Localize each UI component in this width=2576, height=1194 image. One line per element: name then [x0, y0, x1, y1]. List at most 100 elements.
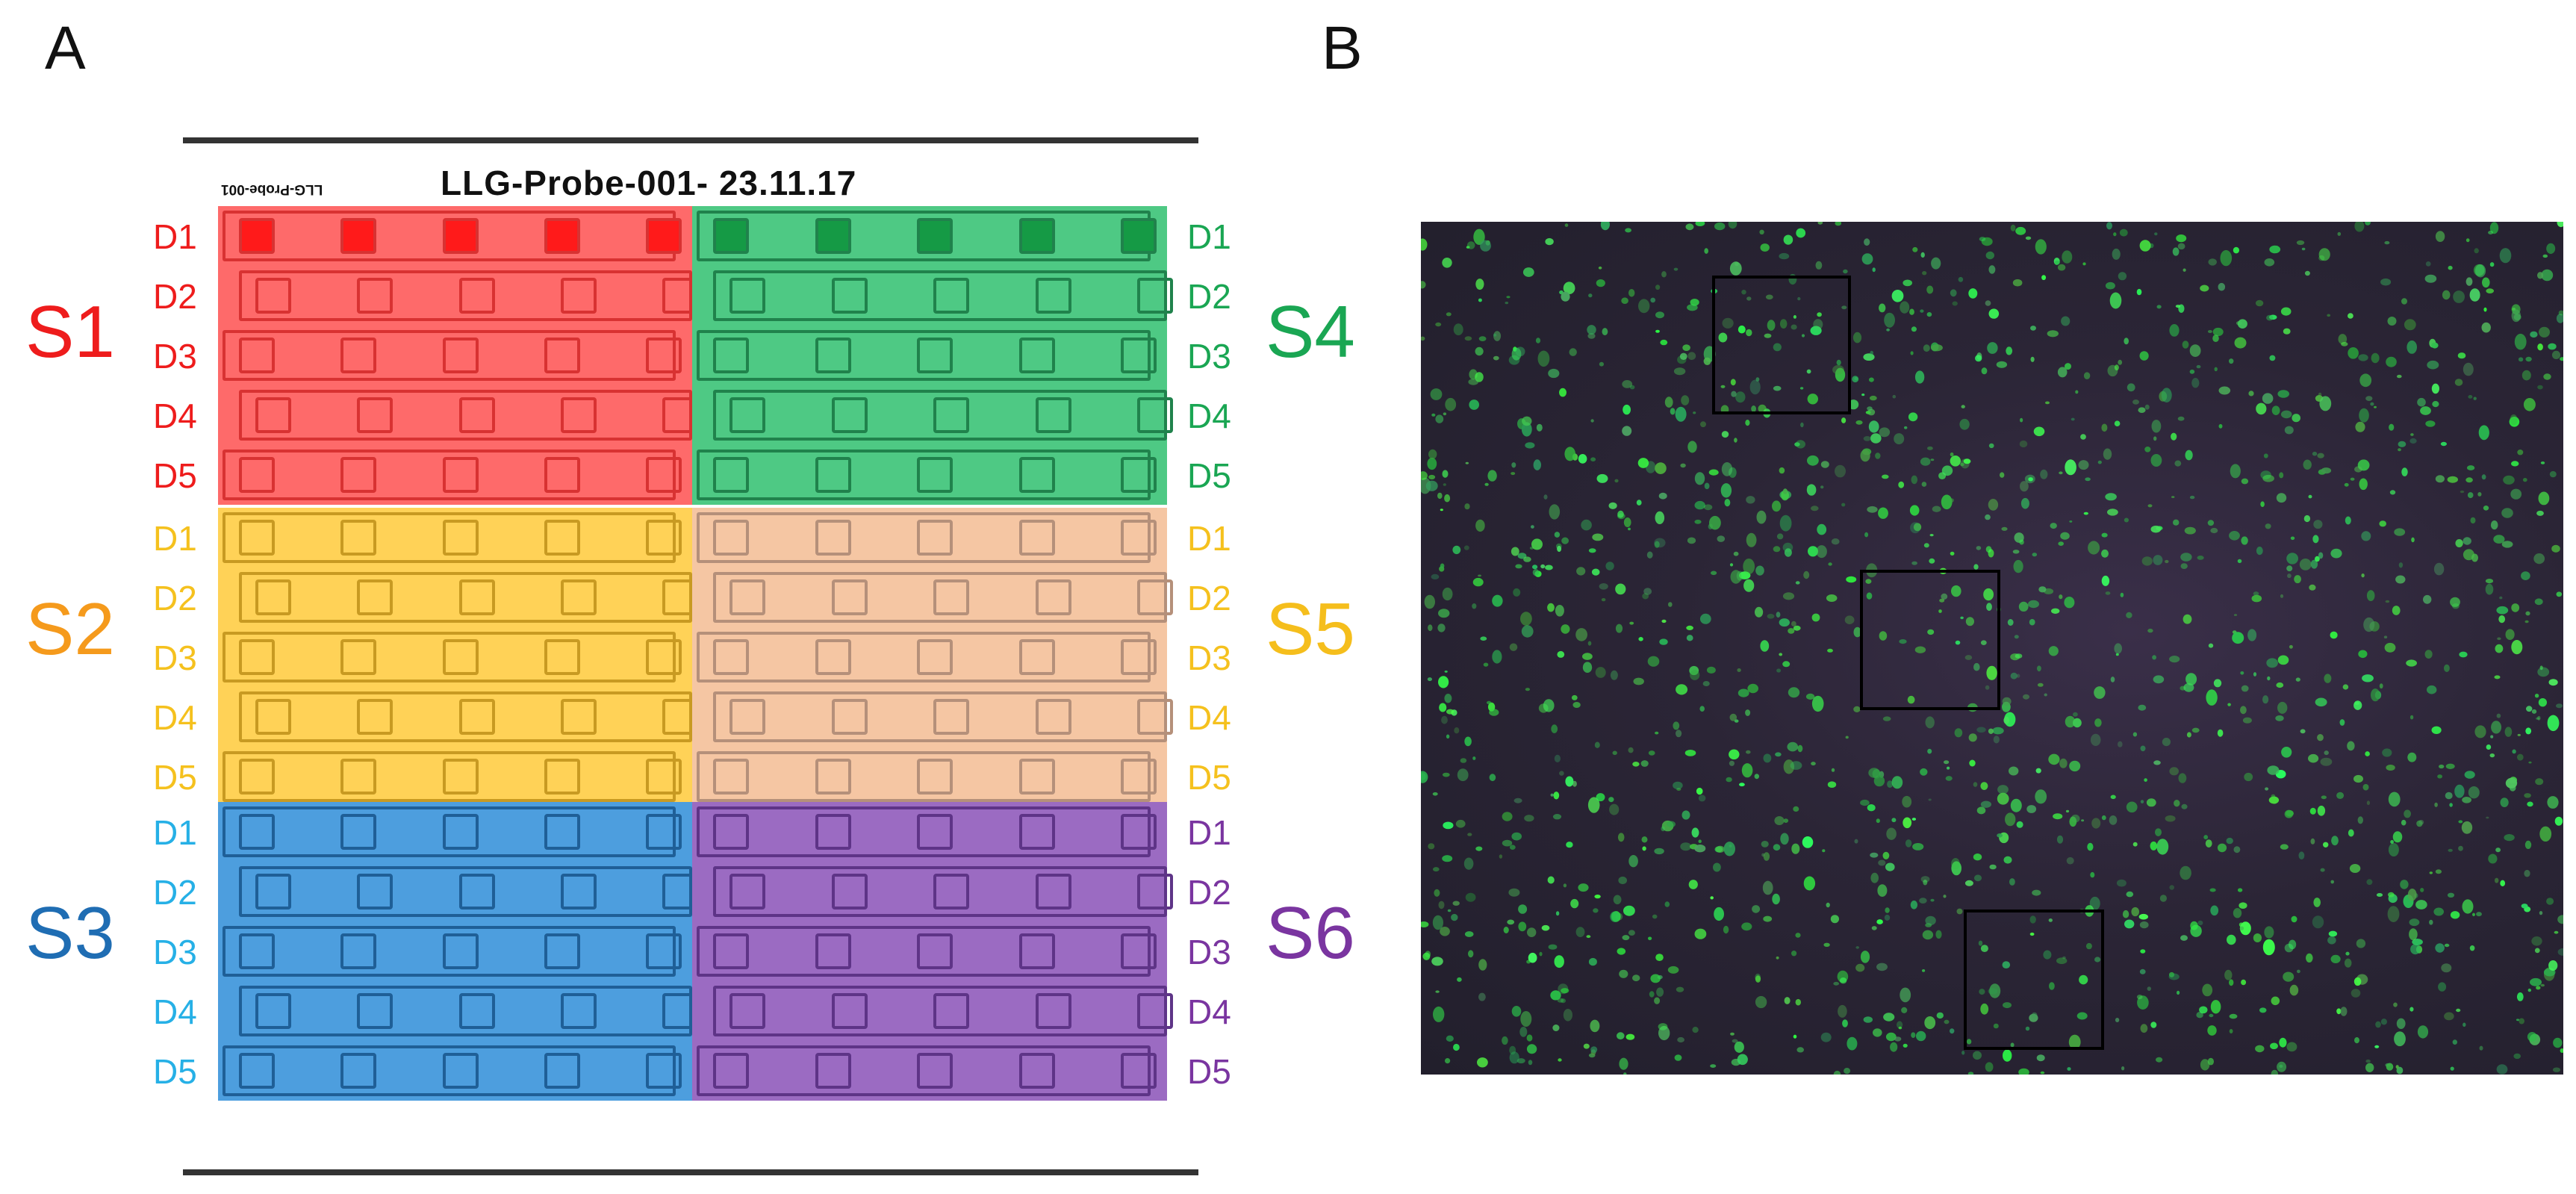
- cell: [1446, 734, 1450, 739]
- cell: [1457, 977, 1462, 982]
- channel-row: [697, 926, 1151, 977]
- cell: [2444, 664, 2450, 673]
- cell: [2265, 523, 2271, 529]
- cell: [1628, 289, 1635, 297]
- cell: [2153, 436, 2157, 441]
- cell: [1428, 624, 1433, 632]
- cell: [2499, 596, 2503, 600]
- cell: [1935, 930, 1942, 939]
- probe-spot: [917, 1053, 953, 1089]
- cell: [2029, 932, 2035, 936]
- cell: [1571, 694, 1578, 700]
- cell: [1985, 514, 1991, 520]
- cell: [2097, 460, 2102, 464]
- row-label-s5-d5: D5: [1187, 758, 1231, 797]
- cell: [2540, 983, 2545, 987]
- cell: [2174, 800, 2180, 807]
- cell: [2012, 279, 2023, 287]
- cell-field: [1421, 222, 2563, 1075]
- cell: [2091, 818, 2101, 829]
- probe-spot: [646, 1053, 682, 1089]
- cell: [2448, 848, 2453, 852]
- cell: [1993, 736, 2000, 744]
- cell: [2472, 912, 2475, 916]
- cell: [2388, 792, 2401, 807]
- cell: [2277, 655, 2289, 665]
- row-label-s2-d1: D1: [153, 519, 197, 558]
- cell: [1929, 558, 1935, 564]
- cell: [2397, 374, 2402, 379]
- cell: [1452, 901, 1460, 906]
- cell: [2291, 915, 2297, 923]
- cell: [2388, 892, 2395, 898]
- cell: [2482, 277, 2490, 288]
- probe-spot: [442, 1053, 479, 1089]
- cell: [2518, 357, 2524, 362]
- cell: [1506, 296, 1511, 299]
- cell: [2101, 532, 2108, 538]
- cell: [2344, 482, 2349, 487]
- cell: [2057, 264, 2066, 271]
- cell: [2105, 493, 2117, 501]
- cell: [1980, 800, 1991, 808]
- cell: [1720, 385, 1726, 388]
- cell: [2441, 963, 2452, 973]
- cell: [2400, 880, 2409, 889]
- roi-red: [1964, 910, 2104, 1050]
- cell: [2358, 354, 2368, 361]
- cell: [1788, 628, 1795, 634]
- cell: [2489, 222, 2499, 234]
- cell: [2073, 718, 2082, 728]
- cell: [1619, 969, 1628, 978]
- cell: [2366, 590, 2375, 601]
- cell: [1452, 545, 1461, 555]
- cell: [1784, 997, 1791, 1004]
- channel-row: [223, 926, 676, 977]
- cell: [2533, 553, 2545, 565]
- cell: [2190, 921, 2198, 930]
- cell: [2255, 299, 2264, 307]
- cell: [2118, 272, 2127, 281]
- cell: [1480, 636, 1487, 641]
- cell: [2494, 675, 2501, 680]
- cell: [1980, 1003, 1989, 1015]
- cell: [2431, 342, 2439, 349]
- cell: [1817, 312, 1822, 317]
- probe-spot: [933, 278, 969, 314]
- cell: [2081, 819, 2085, 822]
- cell: [2208, 643, 2214, 648]
- cell: [2023, 694, 2029, 700]
- cell: [2016, 674, 2020, 678]
- cell: [1557, 998, 1564, 1003]
- cell: [2127, 383, 2135, 392]
- cell: [1822, 849, 1826, 853]
- cell: [1737, 668, 1741, 672]
- cell: [1455, 819, 1466, 828]
- cell: [1655, 511, 1665, 524]
- cell: [1489, 709, 1499, 716]
- cell: [2303, 459, 2312, 470]
- row-label-s3-d4: D4: [153, 992, 197, 1031]
- cell: [1511, 547, 1519, 556]
- cell: [1709, 515, 1721, 530]
- probe-spot: [831, 874, 868, 910]
- cell: [2500, 880, 2506, 886]
- cell: [2560, 1048, 2563, 1053]
- probe-spot: [1018, 933, 1055, 969]
- cell: [2324, 674, 2332, 683]
- cell: [2263, 453, 2268, 458]
- cell: [2389, 490, 2396, 495]
- cell: [2362, 674, 2374, 682]
- cell: [1559, 771, 1564, 776]
- cell: [2041, 275, 2047, 281]
- cell: [1723, 925, 1729, 934]
- cell: [1950, 289, 1957, 297]
- probe-spot: [713, 759, 749, 795]
- cell: [2526, 706, 2533, 712]
- cell: [2276, 682, 2284, 688]
- cell: [2410, 944, 2421, 955]
- cell: [1909, 308, 1914, 315]
- cell: [2551, 350, 2561, 359]
- cell: [1654, 848, 1664, 855]
- cell: [2469, 945, 2475, 951]
